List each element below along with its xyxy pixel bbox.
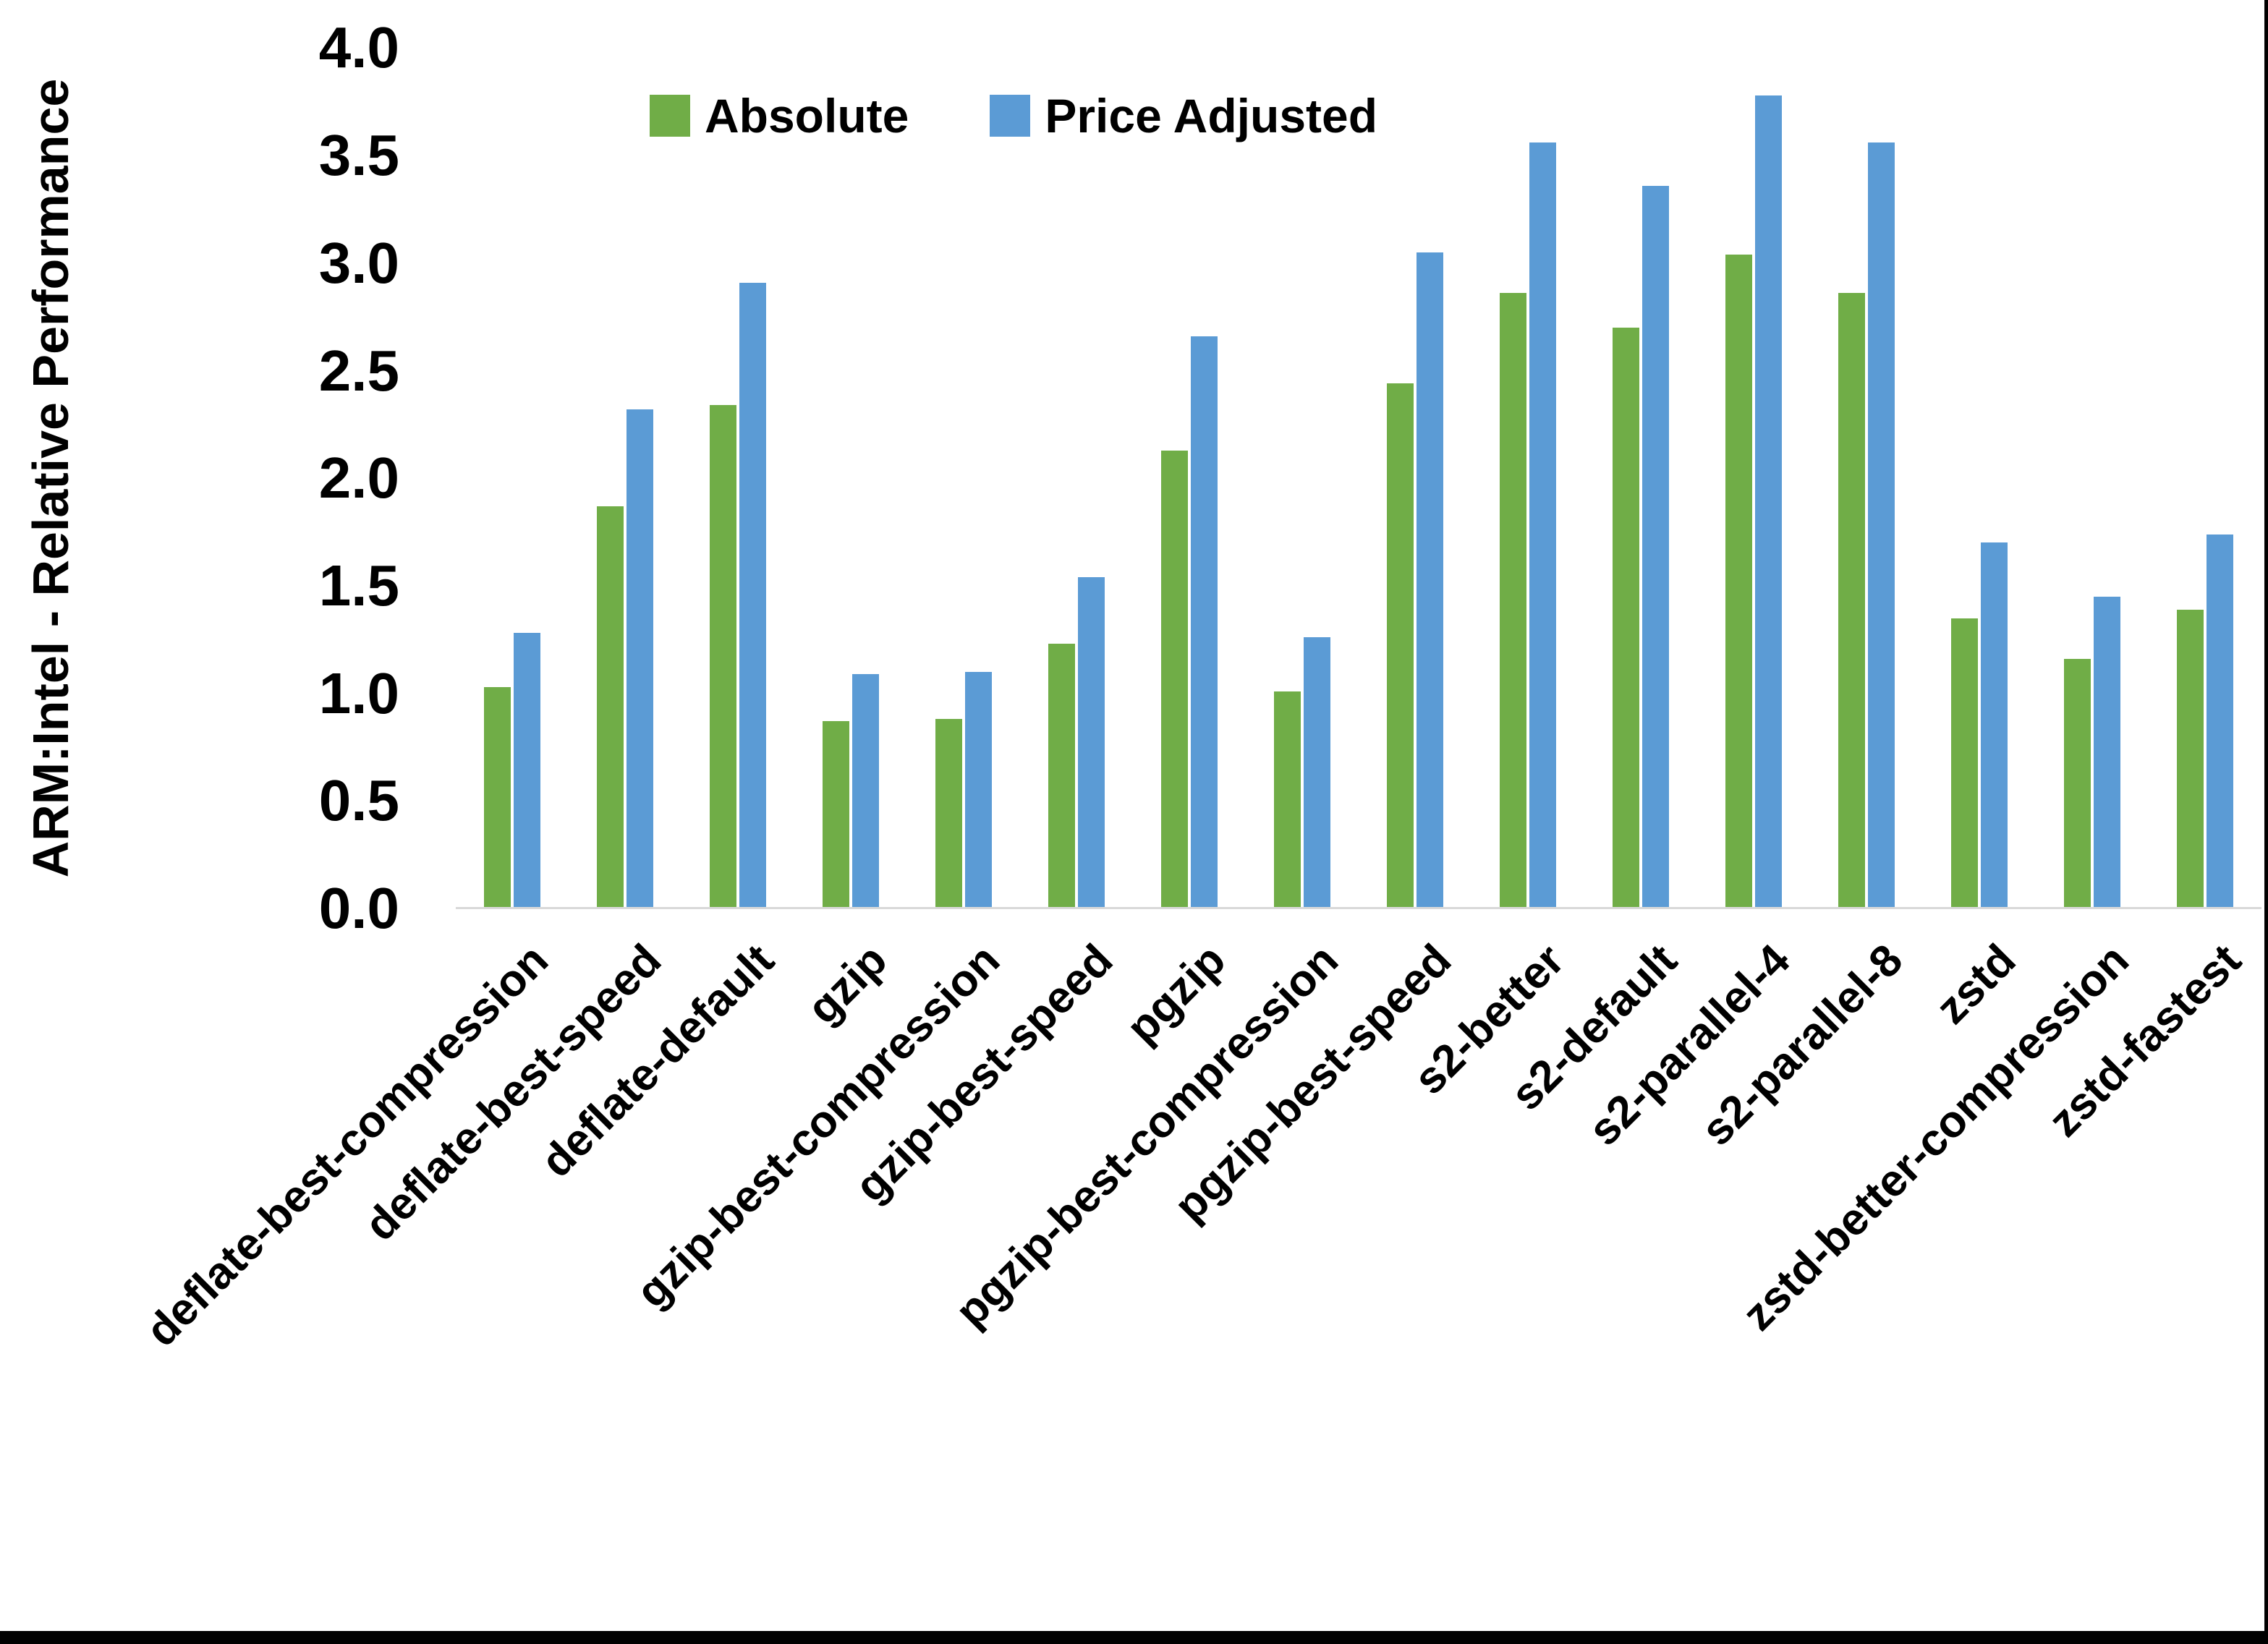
bar-price-adjusted-zstd-better-compression bbox=[2094, 596, 2120, 908]
bar-absolute-deflate-best-speed bbox=[597, 506, 624, 908]
bottom-border bbox=[0, 1631, 2268, 1644]
bar-absolute-s2-parallel-8 bbox=[1838, 293, 1865, 908]
y-tick-label-4.0: 4.0 bbox=[318, 15, 399, 80]
bar-absolute-s2-parallel-4 bbox=[1725, 254, 1752, 908]
y-tick-label-3.0: 3.0 bbox=[318, 230, 399, 295]
y-tick-label-1.5: 1.5 bbox=[318, 553, 399, 618]
y-tick-label-2.0: 2.0 bbox=[318, 446, 399, 511]
legend-label-absolute: Absolute bbox=[705, 89, 909, 142]
right-border bbox=[2264, 0, 2268, 1644]
y-tick-label-1.0: 1.0 bbox=[318, 660, 399, 725]
bar-price-adjusted-deflate-default bbox=[739, 282, 766, 908]
y-tick-label-3.5: 3.5 bbox=[318, 123, 399, 188]
bar-absolute-zstd-fastest bbox=[2177, 609, 2204, 908]
x-axis-line bbox=[456, 907, 2261, 909]
bar-absolute-deflate-best-compression bbox=[484, 686, 511, 908]
legend-item-absolute: Absolute bbox=[650, 88, 909, 143]
legend-swatch-price-adjusted bbox=[990, 95, 1031, 137]
bar-absolute-gzip-best-speed bbox=[1048, 644, 1075, 908]
bar-price-adjusted-zstd bbox=[1981, 542, 2008, 908]
bar-price-adjusted-gzip-best-compression bbox=[965, 671, 992, 908]
bar-price-adjusted-gzip bbox=[852, 673, 879, 908]
bar-absolute-zstd bbox=[1951, 618, 1978, 908]
bar-absolute-s2-better bbox=[1500, 293, 1526, 908]
bar-absolute-s2-default bbox=[1613, 328, 1639, 908]
bar-price-adjusted-pgzip-best-compression bbox=[1304, 637, 1330, 908]
legend-item-price-adjusted: Price Adjusted bbox=[990, 88, 1377, 143]
legend-label-price-adjusted: Price Adjusted bbox=[1045, 89, 1378, 142]
bar-price-adjusted-gzip-best-speed bbox=[1078, 577, 1105, 908]
bar-absolute-gzip bbox=[823, 721, 849, 908]
legend-swatch-absolute bbox=[650, 95, 690, 137]
bar-price-adjusted-s2-better bbox=[1529, 142, 1556, 908]
y-tick-label-0.0: 0.0 bbox=[318, 876, 399, 940]
bar-price-adjusted-pgzip-best-speed bbox=[1417, 252, 1443, 908]
y-tick-label-2.5: 2.5 bbox=[318, 338, 399, 403]
y-tick-label-0.5: 0.5 bbox=[318, 768, 399, 833]
bar-price-adjusted-deflate-best-compression bbox=[514, 633, 540, 908]
bar-price-adjusted-pgzip bbox=[1191, 336, 1218, 908]
legend: Absolute Price Adjusted bbox=[650, 88, 1377, 143]
bar-absolute-deflate-default bbox=[710, 405, 736, 908]
x-category-label-gzip: gzip bbox=[798, 934, 897, 1034]
bar-price-adjusted-s2-parallel-4 bbox=[1755, 95, 1782, 908]
bar-absolute-pgzip-best-speed bbox=[1387, 383, 1414, 908]
bar-price-adjusted-s2-parallel-8 bbox=[1868, 142, 1895, 908]
bar-price-adjusted-s2-default bbox=[1642, 185, 1669, 908]
bar-absolute-pgzip-best-compression bbox=[1274, 691, 1301, 908]
bar-absolute-pgzip bbox=[1161, 450, 1188, 908]
bar-price-adjusted-zstd-fastest bbox=[2207, 534, 2233, 908]
bar-absolute-gzip-best-compression bbox=[935, 719, 962, 908]
bar-absolute-zstd-better-compression bbox=[2064, 659, 2091, 908]
x-category-label-zstd: zstd bbox=[1927, 934, 2026, 1034]
bar-price-adjusted-deflate-best-speed bbox=[627, 409, 653, 908]
